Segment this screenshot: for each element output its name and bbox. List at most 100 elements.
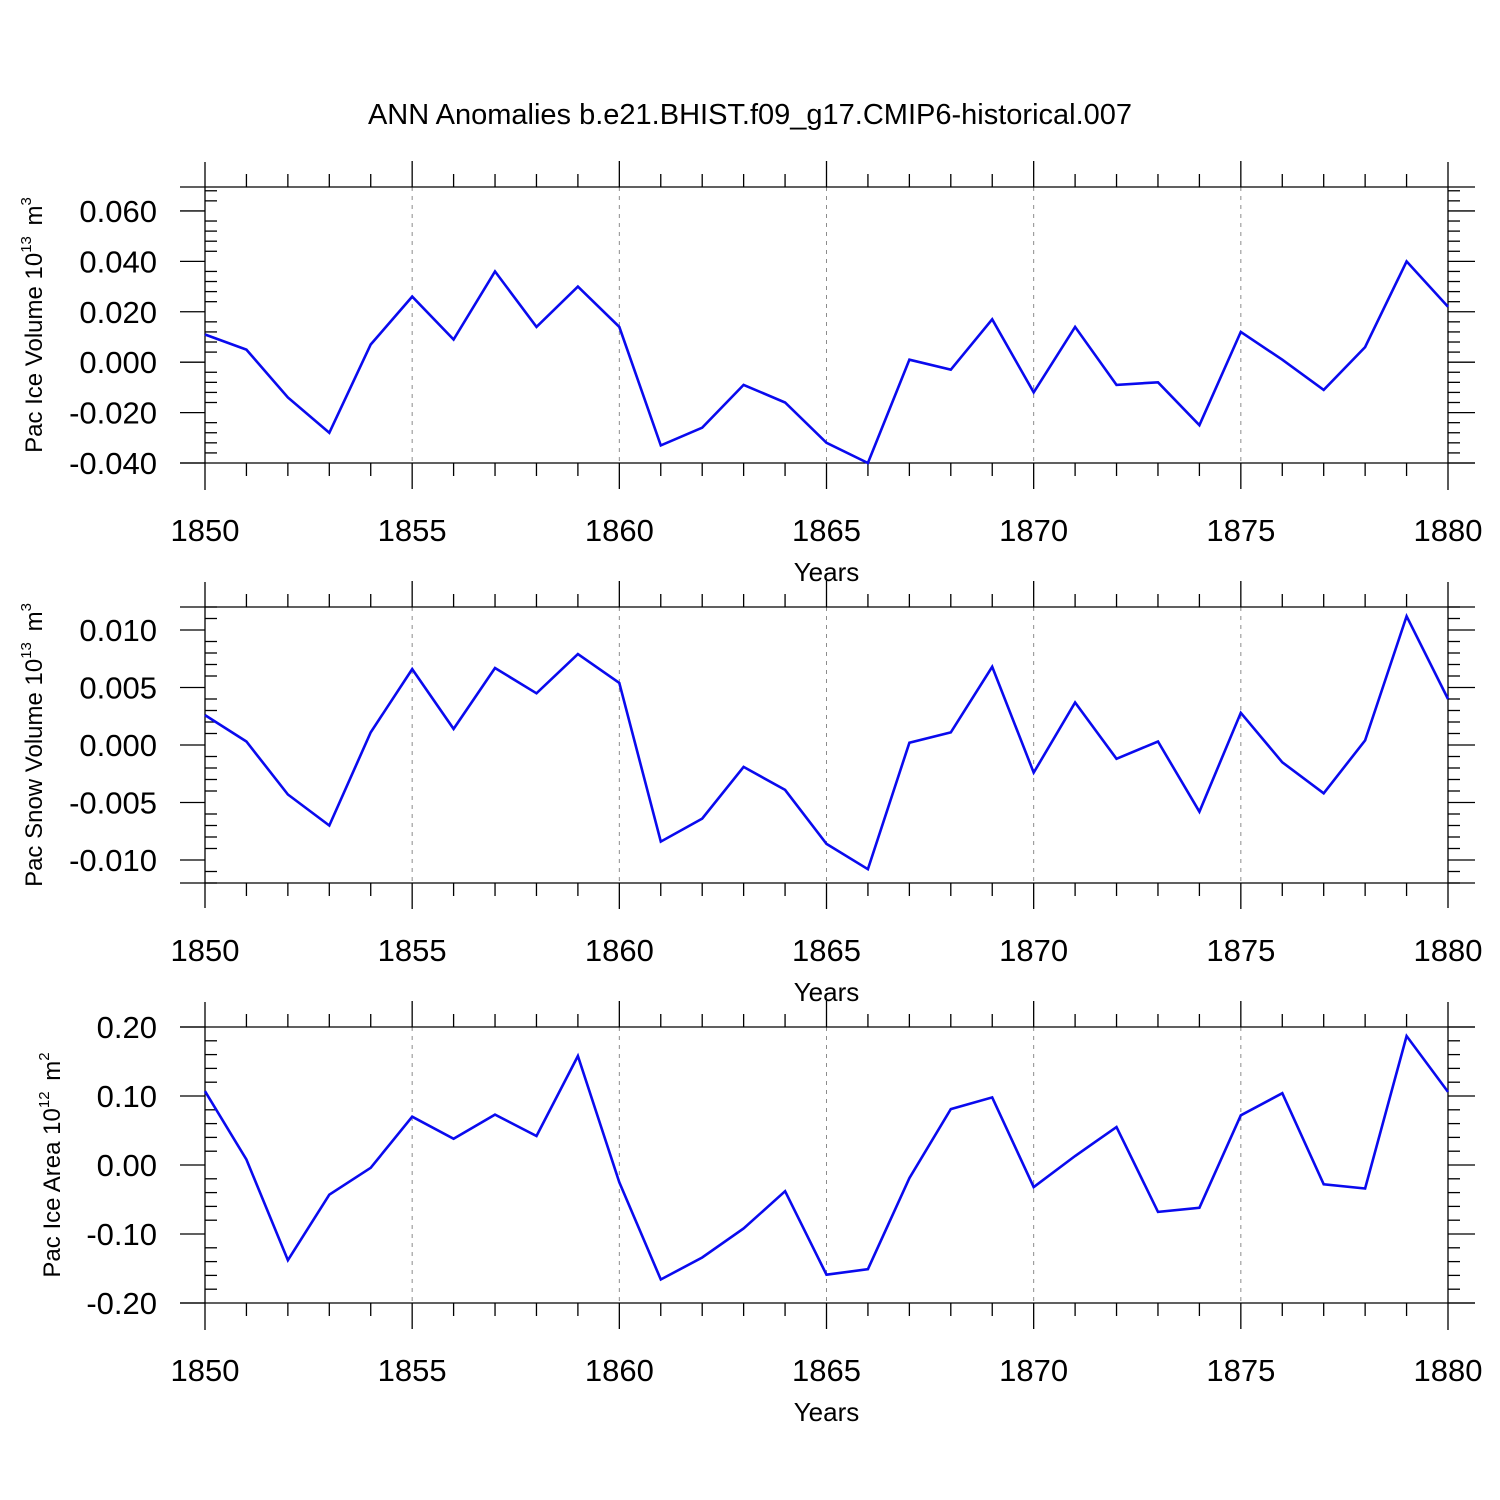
x-tick-label: 1880 — [1414, 1353, 1483, 1388]
data-point-1875 — [1240, 1114, 1242, 1116]
data-point-1868 — [950, 1108, 952, 1110]
y-tick-label: -0.020 — [69, 396, 157, 431]
data-point-1860 — [618, 326, 620, 328]
data-point-1855 — [411, 668, 413, 670]
data-point-1874 — [1198, 1207, 1200, 1209]
data-point-1874 — [1198, 811, 1200, 813]
data-point-1861 — [660, 1278, 662, 1280]
data-point-1876 — [1281, 358, 1283, 360]
data-point-1857 — [494, 270, 496, 272]
y-axis-label-text: Pac Ice Volume 10 — [21, 253, 48, 453]
data-point-1864 — [784, 1190, 786, 1192]
data-point-1854 — [370, 731, 372, 733]
data-point-1852 — [287, 793, 289, 795]
data-point-1862 — [701, 817, 703, 819]
data-point-1859 — [577, 285, 579, 287]
x-tick-label: 1870 — [999, 933, 1068, 968]
data-point-1857 — [494, 667, 496, 669]
data-point-1852 — [287, 396, 289, 398]
y-axis-label-unit-exponent: 3 — [18, 603, 35, 611]
data-point-1872 — [1115, 384, 1117, 386]
data-point-1861 — [660, 840, 662, 842]
data-point-1861 — [660, 444, 662, 446]
data-point-1860 — [618, 1181, 620, 1183]
y-tick-label: -0.20 — [86, 1286, 157, 1321]
data-point-1853 — [328, 824, 330, 826]
data-point-1851 — [245, 1158, 247, 1160]
y-tick-label: -0.005 — [69, 786, 157, 821]
data-point-1878 — [1364, 739, 1366, 741]
x-tick-label: 1865 — [792, 1353, 861, 1388]
data-point-1871 — [1074, 701, 1076, 703]
y-tick-label: 0.10 — [97, 1079, 157, 1114]
data-point-1858 — [535, 326, 537, 328]
x-tick-label: 1850 — [171, 1353, 240, 1388]
data-point-1862 — [701, 427, 703, 429]
data-point-1873 — [1157, 1211, 1159, 1213]
data-point-1853 — [328, 432, 330, 434]
y-tick-label: -0.010 — [69, 843, 157, 878]
data-point-1875 — [1240, 712, 1242, 714]
data-point-1866 — [867, 1268, 869, 1270]
x-tick-label: 1880 — [1414, 933, 1483, 968]
y-axis-label-unit-exponent: 2 — [36, 1052, 53, 1060]
x-tick-label: 1850 — [171, 513, 240, 548]
data-point-1855 — [411, 295, 413, 297]
data-point-1868 — [950, 731, 952, 733]
y-axis-label-unit: m — [21, 205, 48, 232]
data-point-1863 — [742, 766, 744, 768]
y-axis-label-unit: m — [39, 1061, 66, 1088]
data-point-1859 — [577, 1055, 579, 1057]
chart-panel-3: -0.20 -0.10 0.00 0.10 0.20 1850 1855 1860 1865 18… — [36, 1001, 1482, 1427]
data-point-1874 — [1198, 424, 1200, 426]
y-tick-label: 0.010 — [79, 613, 157, 648]
data-point-1873 — [1157, 381, 1159, 383]
data-point-1864 — [784, 401, 786, 403]
x-tick-label: 1865 — [792, 933, 861, 968]
y-tick-label: 0.000 — [79, 345, 157, 380]
data-point-1862 — [701, 1256, 703, 1258]
y-tick-label: 0.020 — [79, 295, 157, 330]
data-point-1877 — [1323, 1183, 1325, 1185]
data-point-1858 — [535, 1135, 537, 1137]
y-axis-label-text: Pac Snow Volume 10 — [21, 659, 48, 887]
y-tick-label: 0.00 — [97, 1148, 157, 1183]
x-tick-label: 1855 — [378, 1353, 447, 1388]
data-point-1873 — [1157, 740, 1159, 742]
x-tick-label: 1860 — [585, 513, 654, 548]
y-axis-label-exponent: 13 — [18, 642, 35, 659]
data-point-1852 — [287, 1259, 289, 1261]
data-point-1853 — [328, 1193, 330, 1195]
data-point-1858 — [535, 692, 537, 694]
data-point-1870 — [1032, 771, 1034, 773]
y-tick-label: 0.20 — [97, 1010, 157, 1045]
data-point-1865 — [825, 843, 827, 845]
data-point-1850 — [204, 714, 206, 716]
x-tick-label: 1875 — [1206, 1353, 1275, 1388]
x-tick-label: 1865 — [792, 513, 861, 548]
x-tick-label: 1870 — [999, 513, 1068, 548]
data-point-1856 — [452, 1138, 454, 1140]
y-tick-label: 0.060 — [79, 194, 157, 229]
x-tick-label: 1850 — [171, 933, 240, 968]
data-point-1868 — [950, 369, 952, 371]
data-point-1877 — [1323, 792, 1325, 794]
x-tick-label: 1855 — [378, 933, 447, 968]
data-point-1863 — [742, 384, 744, 386]
data-point-1878 — [1364, 346, 1366, 348]
data-point-1880 — [1447, 306, 1449, 308]
data-point-1865 — [825, 442, 827, 444]
data-point-1875 — [1240, 331, 1242, 333]
data-point-1869 — [991, 1096, 993, 1098]
data-point-1877 — [1323, 389, 1325, 391]
data-point-1867 — [908, 1177, 910, 1179]
chart-panel-2: -0.010 -0.005 0.000 0.005 0.010 1850 1855 1860 1… — [18, 581, 1482, 1007]
figure-title: ANN Anomalies b.e21.BHIST.f09_g17.CMIP6-… — [368, 99, 1132, 131]
y-tick-label: 0.040 — [79, 244, 157, 279]
y-axis-label-unit-exponent: 3 — [18, 197, 35, 205]
x-tick-label: 1875 — [1206, 513, 1275, 548]
y-tick-label: -0.10 — [86, 1217, 157, 1252]
chart-panel-1: -0.040 -0.020 0.000 0.020 0.040 0.060 1850 1855… — [18, 161, 1482, 587]
data-point-1876 — [1281, 761, 1283, 763]
series-line — [204, 612, 1450, 872]
